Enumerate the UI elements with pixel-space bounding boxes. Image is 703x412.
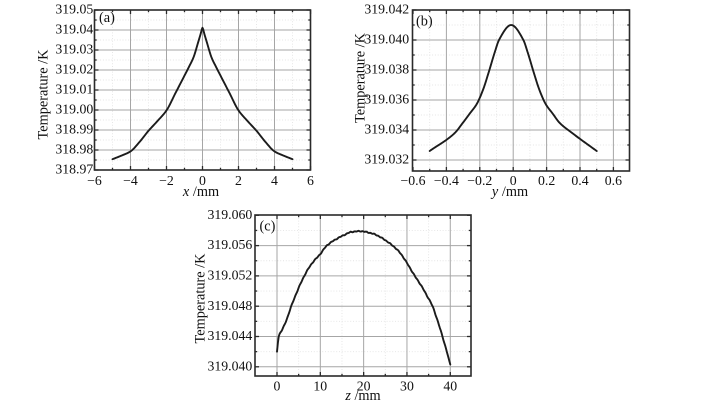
svg-text:319.04: 319.04 (55, 22, 93, 37)
svg-text:z /mm: z /mm (344, 388, 380, 404)
svg-text:0.4: 0.4 (571, 173, 588, 188)
svg-text:−0.4: −0.4 (434, 173, 459, 188)
svg-text:319.036: 319.036 (364, 92, 409, 107)
svg-text:319.048: 319.048 (207, 298, 252, 313)
svg-text:319.01: 319.01 (55, 82, 93, 97)
svg-text:319.052: 319.052 (207, 268, 252, 283)
svg-text:−6: −6 (87, 173, 102, 188)
svg-text:319.040: 319.040 (207, 358, 252, 373)
svg-text:319.032: 319.032 (364, 152, 409, 167)
svg-text:30: 30 (400, 378, 414, 393)
svg-text:319.042: 319.042 (364, 2, 409, 17)
svg-text:319.038: 319.038 (364, 62, 409, 77)
svg-text:319.02: 319.02 (55, 62, 93, 77)
svg-text:318.97: 318.97 (55, 162, 93, 177)
svg-text:319.034: 319.034 (364, 122, 409, 137)
svg-text:x /mm: x /mm (182, 184, 219, 200)
svg-text:Temperature /K: Temperature /K (353, 32, 369, 123)
svg-text:10: 10 (313, 378, 327, 393)
svg-text:(c): (c) (260, 219, 276, 235)
svg-text:Temperature /K: Temperature /K (36, 49, 52, 140)
svg-text:−0.2: −0.2 (467, 173, 492, 188)
svg-text:0: 0 (274, 378, 281, 393)
svg-text:y /mm: y /mm (490, 184, 528, 200)
svg-text:−2: −2 (159, 173, 174, 188)
svg-text:4: 4 (271, 173, 278, 188)
svg-text:319.040: 319.040 (364, 32, 409, 47)
svg-text:(a): (a) (99, 10, 115, 26)
svg-text:−4: −4 (123, 173, 138, 188)
svg-text:Temperature /K: Temperature /K (193, 253, 209, 344)
svg-text:6: 6 (307, 173, 314, 188)
svg-text:0: 0 (510, 173, 517, 188)
svg-text:(b): (b) (416, 14, 433, 30)
svg-text:319.05: 319.05 (55, 2, 93, 17)
svg-text:40: 40 (443, 378, 457, 393)
svg-text:318.98: 318.98 (55, 142, 93, 157)
svg-text:2: 2 (235, 173, 242, 188)
svg-text:319.00: 319.00 (55, 102, 93, 117)
svg-text:318.99: 318.99 (55, 122, 93, 137)
svg-text:319.060: 319.060 (207, 207, 252, 222)
svg-text:0: 0 (199, 173, 206, 188)
svg-text:−0.6: −0.6 (400, 173, 425, 188)
svg-text:319.044: 319.044 (207, 328, 252, 343)
svg-text:0.6: 0.6 (605, 173, 622, 188)
svg-text:20: 20 (357, 378, 371, 393)
svg-text:319.03: 319.03 (55, 42, 93, 57)
svg-text:319.056: 319.056 (207, 237, 252, 252)
svg-text:0.2: 0.2 (538, 173, 555, 188)
